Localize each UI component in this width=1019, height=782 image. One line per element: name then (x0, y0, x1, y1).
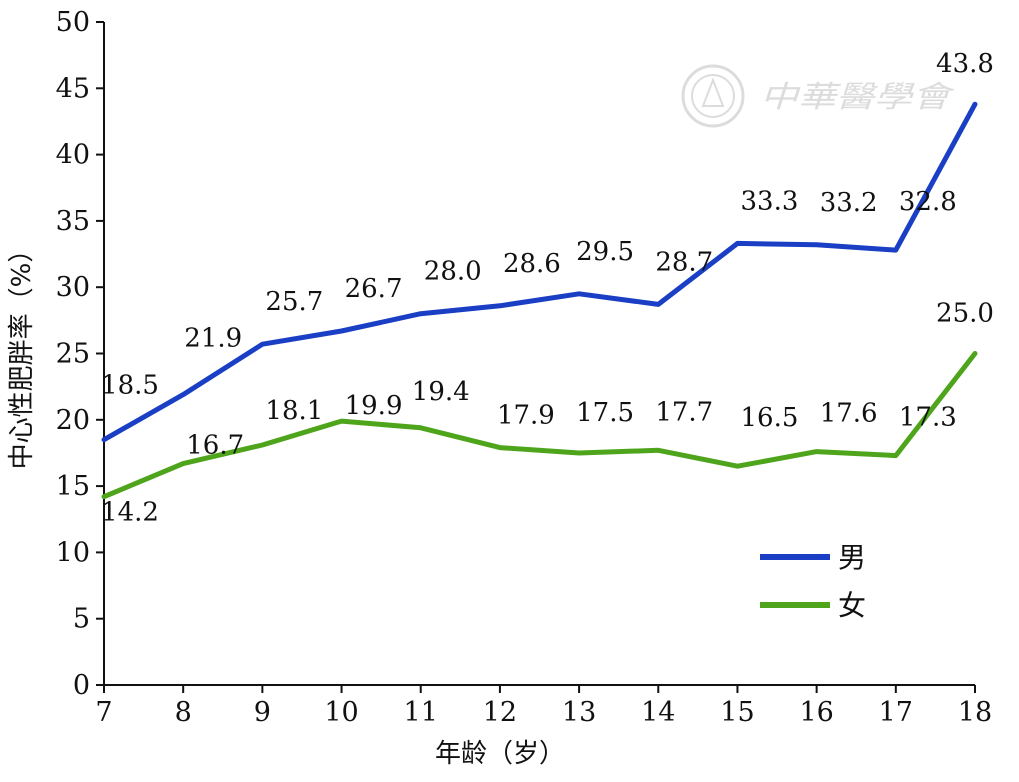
legend-label-male: 男 (838, 541, 866, 574)
data-label-male: 28.7 (655, 247, 713, 277)
data-label-female: 17.5 (576, 398, 634, 428)
society-seal-icon (681, 64, 745, 128)
x-tick-label: 9 (254, 697, 271, 728)
watermark-text: 中華醫學會 (760, 80, 955, 115)
data-label-female: 19.4 (412, 377, 470, 407)
data-label-male: 28.0 (424, 257, 482, 287)
x-tick-label: 17 (879, 697, 913, 728)
data-label-male: 33.2 (820, 188, 878, 218)
y-tick-label: 20 (56, 405, 90, 436)
data-label-female: 17.6 (820, 399, 878, 429)
data-labels: 18.5 21.9 25.7 26.7 28.0 28.6 29.5 28.7 33.3 33.2… (101, 49, 994, 527)
x-tick-label: 14 (641, 697, 675, 728)
y-tick-label: 15 (56, 471, 90, 502)
y-tick-label: 50 (56, 7, 90, 38)
y-tick-label: 30 (56, 272, 90, 303)
series-line-male (101, 101, 978, 443)
x-ticks: 7 8 9 10 11 12 13 14 15 16 17 18 (95, 685, 992, 728)
series-lines (101, 101, 978, 500)
x-axis-title: 年龄（岁） (435, 739, 565, 769)
x-tick-label: 13 (562, 697, 596, 728)
x-tick-label: 10 (324, 697, 358, 728)
data-label-male: 21.9 (184, 324, 242, 354)
data-label-female: 17.3 (899, 403, 957, 433)
x-tick-label: 8 (175, 697, 192, 728)
y-tick-label: 25 (56, 339, 90, 370)
data-label-male: 33.3 (741, 186, 799, 216)
data-label-male: 32.8 (899, 187, 957, 217)
data-label-female: 25.0 (936, 299, 994, 329)
x-tick-label: 11 (404, 697, 438, 728)
data-label-male: 18.5 (101, 371, 159, 401)
data-label-female: 16.7 (186, 431, 244, 461)
data-label-female: 19.9 (345, 391, 403, 421)
data-label-female: 14.2 (101, 498, 159, 528)
x-tick-label: 18 (958, 697, 992, 728)
y-tick-label: 45 (56, 73, 90, 104)
y-tick-label: 35 (56, 206, 90, 237)
data-label-female: 17.7 (655, 397, 713, 427)
y-tick-label: 10 (56, 537, 90, 568)
x-tick-label: 16 (799, 697, 833, 728)
x-tick-label: 12 (483, 697, 517, 728)
data-label-male: 28.6 (503, 249, 561, 279)
y-tick-label: 40 (56, 140, 90, 171)
data-label-male: 43.8 (936, 49, 994, 79)
data-label-female: 17.9 (497, 401, 555, 431)
data-label-male: 26.7 (345, 274, 403, 304)
data-label-male: 25.7 (265, 287, 323, 317)
series-line-female (101, 351, 978, 500)
watermark: 中華醫學會 (681, 64, 955, 128)
x-tick-label: 15 (720, 697, 754, 728)
y-ticks: 0 5 10 15 20 25 30 35 40 45 50 (56, 7, 104, 701)
data-label-female: 18.1 (265, 396, 323, 426)
legend-label-female: 女 (838, 589, 866, 622)
data-label-male: 29.5 (576, 237, 634, 267)
y-tick-label: 0 (73, 670, 90, 701)
y-tick-label: 5 (73, 604, 90, 635)
data-label-female: 16.5 (741, 403, 799, 433)
y-axis-title: 中心性肥胖率（%） (7, 237, 37, 470)
legend: 男 女 (760, 541, 866, 622)
x-tick-label: 7 (95, 697, 112, 728)
